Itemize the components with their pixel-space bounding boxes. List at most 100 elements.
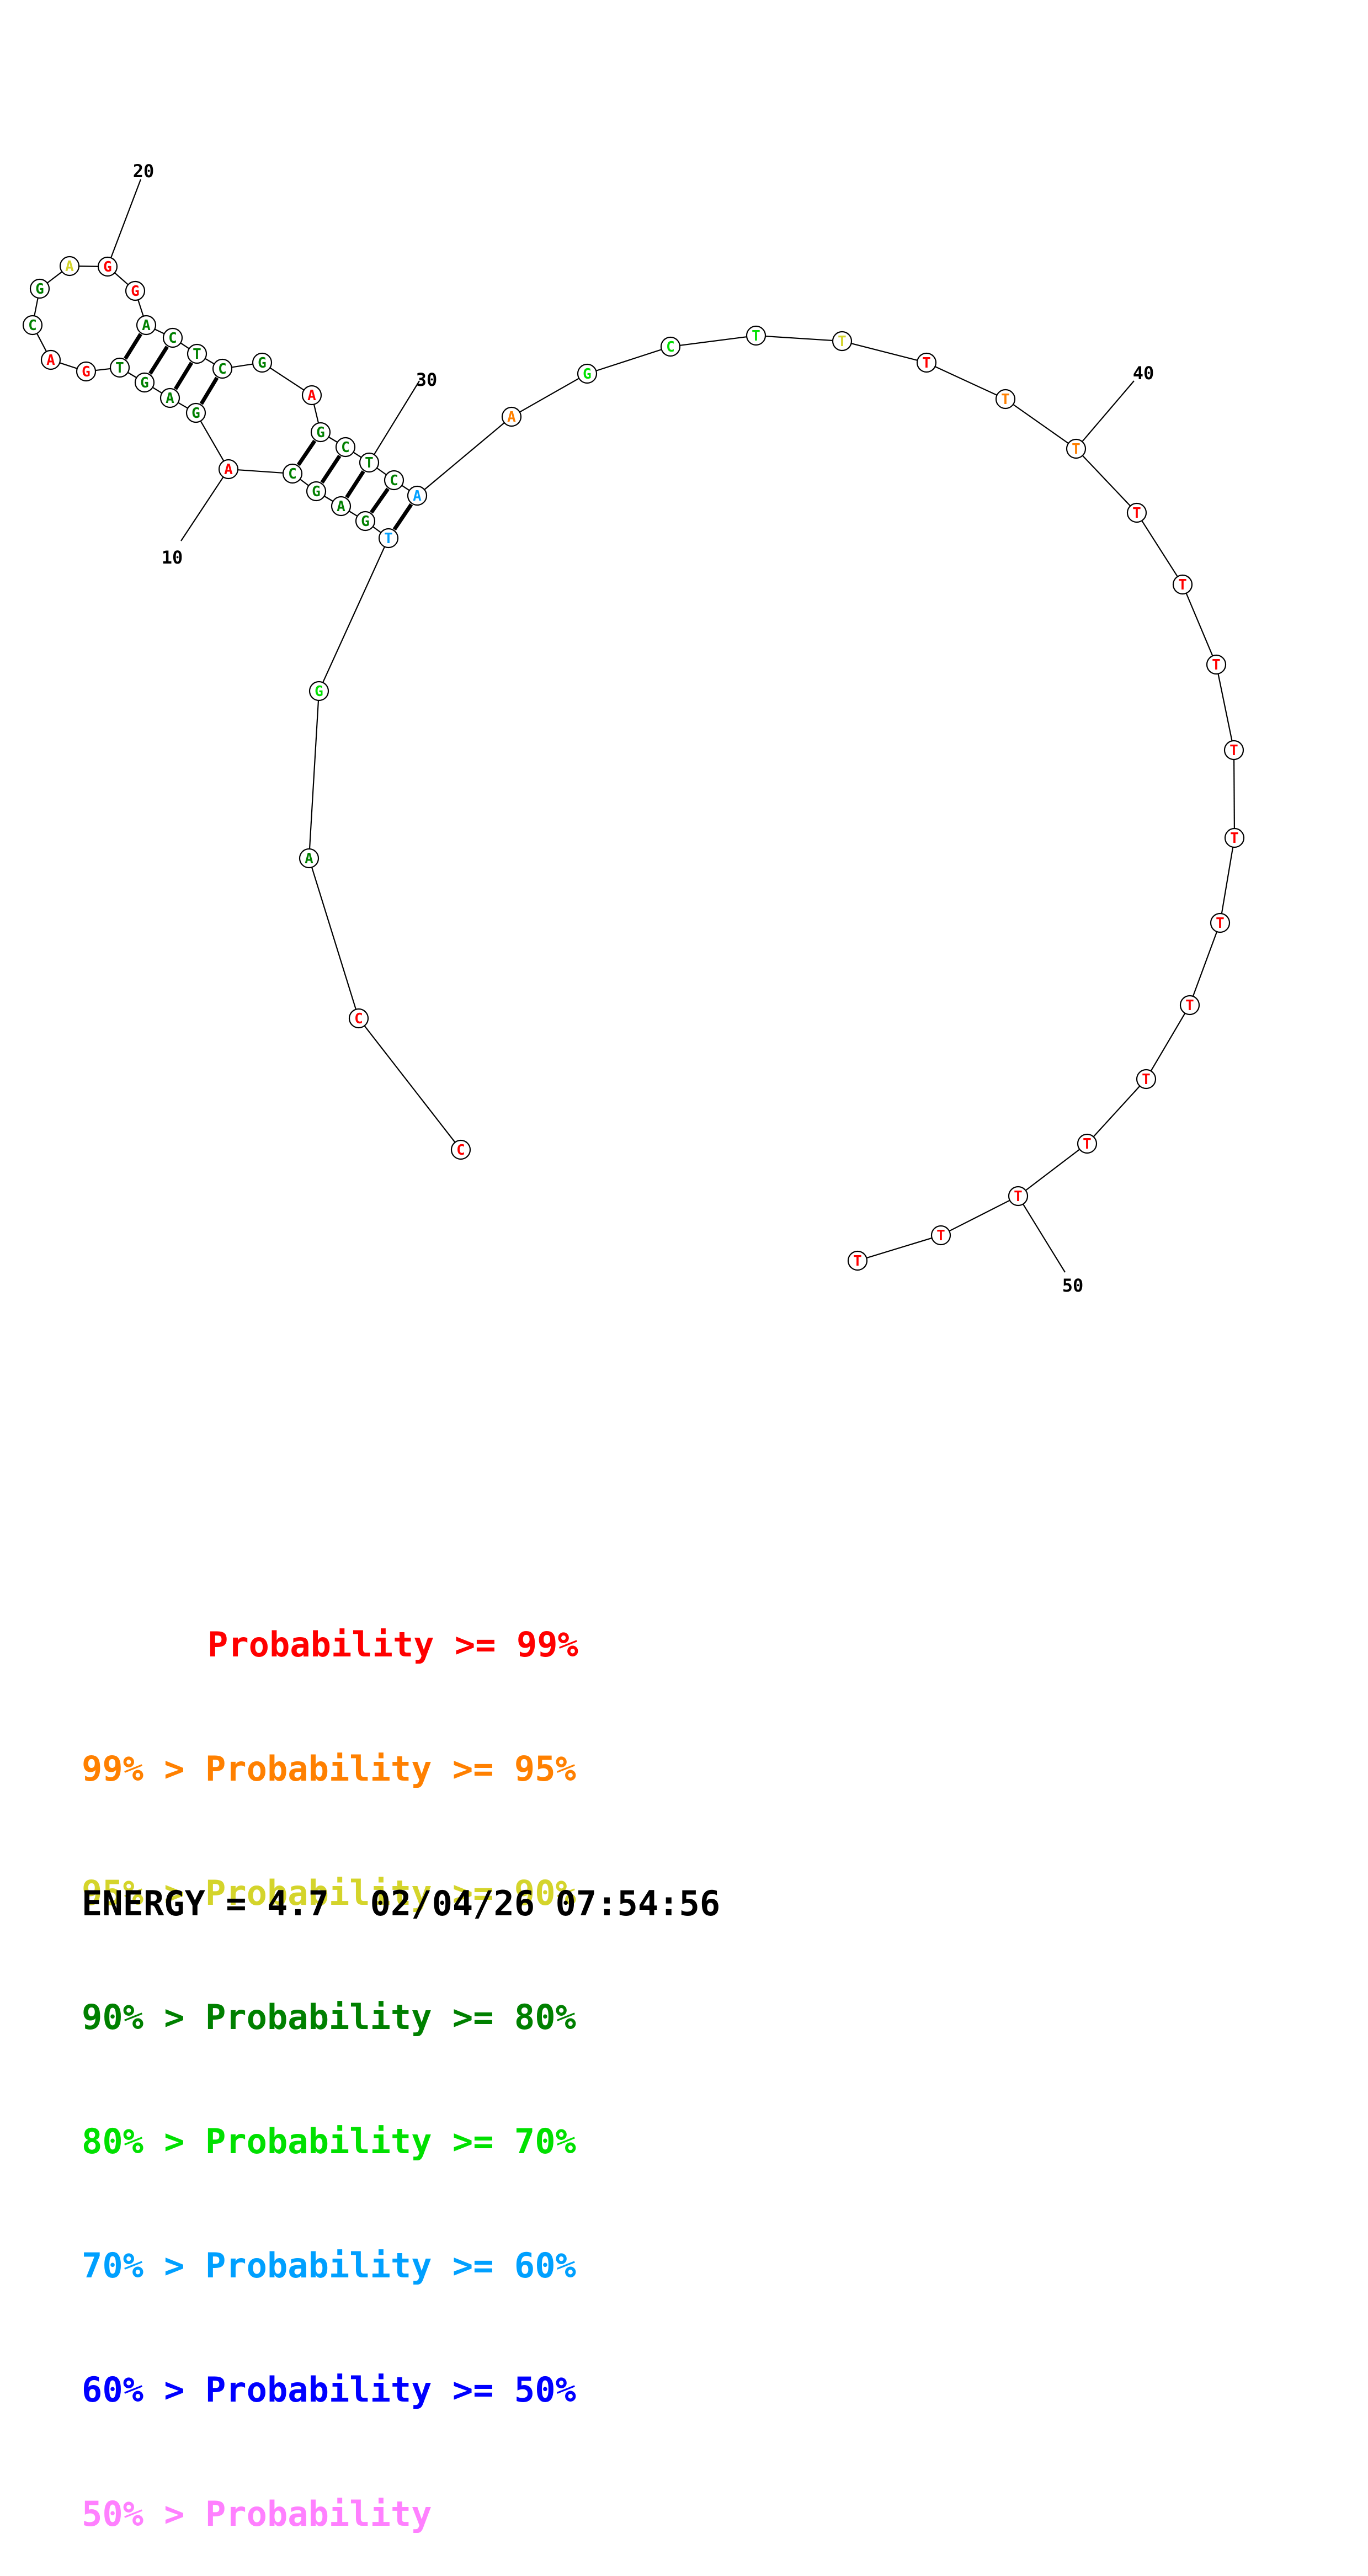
nucleotide: T [1066, 438, 1087, 459]
legend-prefix: 70% > [82, 2245, 205, 2286]
nucleotide-circle [359, 452, 380, 473]
nucleotide: C [335, 437, 356, 458]
nucleotide-circle [746, 325, 766, 346]
nucleotide: T [832, 331, 853, 352]
nucleotide-base: T [1230, 830, 1239, 847]
nucleotide: T [359, 452, 380, 473]
nucleotide-base: C [354, 1011, 363, 1027]
timestamp: 02/04/26 07:54:56 [370, 1883, 721, 1924]
nucleotide: C [22, 315, 43, 336]
nucleotide-circle [59, 256, 80, 277]
nucleotide: C [162, 327, 183, 348]
nucleotide-circle [40, 349, 61, 370]
nucleotide-base: G [312, 484, 321, 500]
nucleotide: A [159, 387, 180, 408]
backbone-segment [595, 349, 662, 371]
backbone-segment [934, 366, 998, 396]
nucleotide-circle [1206, 654, 1227, 675]
nucleotide-base: C [390, 472, 398, 489]
nucleotide-base: T [1132, 505, 1141, 522]
position-tick [110, 179, 142, 258]
nucleotide-circle [134, 372, 155, 393]
backbone-segment [679, 336, 747, 346]
nucleotide-base: T [384, 530, 393, 547]
nucleotide-base: T [1142, 1071, 1151, 1088]
nucleotide-base: T [1216, 915, 1225, 932]
backbone-segment [78, 265, 99, 267]
backbone-segment [180, 342, 190, 349]
base-pair-line [173, 362, 194, 390]
nucleotide-circle [252, 352, 273, 373]
nucleotide: A [136, 315, 157, 336]
backbone-segment [1150, 1013, 1186, 1071]
backbone-segment [152, 386, 163, 394]
nucleotide: T [847, 1250, 868, 1271]
nucleotide-circle [348, 1008, 369, 1029]
nucleotide-circle [185, 402, 206, 423]
backbone-segment [114, 272, 129, 285]
nucleotide: C [384, 470, 404, 491]
legend-prefix: 60% > [82, 2370, 205, 2410]
legend-prefix: 90% > [82, 1997, 205, 2037]
nucleotide-base: T [838, 333, 847, 350]
backbone-segment [137, 299, 144, 317]
base-pair-line [392, 503, 413, 531]
nucleotide-base: T [1014, 1188, 1023, 1205]
position-tick [1082, 380, 1135, 442]
backbone-segment [424, 422, 505, 490]
nucleotide: G [355, 511, 376, 532]
nucleotide-circle [136, 315, 157, 336]
backbone-segment [299, 479, 310, 486]
nucleotide-base: T [853, 1253, 862, 1270]
nucleotide-circle [1224, 827, 1245, 848]
legend-text: Probability >= 80% [205, 1997, 576, 2037]
nucleotide-circle [407, 485, 428, 506]
nucleotide-base: C [341, 439, 350, 456]
nucleotide: T [109, 357, 130, 378]
backbone [34, 265, 1235, 1259]
legend-text: Probability >= 50% [205, 2370, 576, 2410]
nucleotide-base: T [1212, 657, 1221, 673]
backbone-segment [1221, 847, 1234, 914]
nucleotide-circle [335, 437, 356, 458]
nucleotide-base: G [103, 259, 112, 275]
backbone-segment [59, 362, 78, 369]
legend-text: Probability >= 99% [207, 1624, 578, 1665]
position-tick [1022, 1203, 1066, 1273]
probability-legend: Probability >= 99% 99% > Probability >= … [82, 1541, 578, 2576]
nucleotide-circle [995, 389, 1016, 410]
legend-row-3: 90% > Probability >= 80% [82, 1996, 578, 2038]
legend-row-4: 80% > Probability >= 70% [82, 2121, 578, 2162]
nucleotide-base: G [258, 355, 267, 371]
position-label: 30 [416, 369, 438, 390]
nucleotide-circle [282, 463, 303, 484]
backbone-segment [308, 700, 320, 849]
nucleotide-base: T [1185, 997, 1194, 1014]
legend-row-1: 99% > Probability >= 95% [82, 1748, 578, 1789]
base-pair-line [124, 333, 142, 360]
nucleotide-base: A [337, 498, 345, 515]
nucleotide: T [916, 352, 937, 373]
nucleotide-circle [125, 280, 146, 301]
nucleotide-circle [1008, 1186, 1029, 1207]
nucleotide: T [930, 1225, 951, 1246]
nucleotide-circle [384, 470, 404, 491]
nucleotide-base: G [131, 283, 140, 300]
position-label: 50 [1062, 1275, 1084, 1296]
nucleotide: G [97, 256, 118, 277]
legend-text: Probability >= 90% [205, 1873, 576, 1913]
nucleotide: T [187, 343, 207, 364]
legend-prefix: 95% > [82, 1873, 205, 1913]
legend-row-7: 50% > Probability [82, 2493, 578, 2535]
backbone-segment [154, 328, 165, 334]
nucleotide: G [185, 402, 206, 423]
nucleotide-base: T [365, 455, 374, 471]
nucleotide: A [301, 385, 322, 406]
backbone-segment [36, 333, 47, 352]
nucleotide-circle [162, 327, 183, 348]
nucleotide: T [1077, 1133, 1098, 1154]
backbone-segment [313, 404, 320, 423]
nucleotide-base: G [316, 424, 325, 441]
legend-text: Probability >= 95% [205, 1749, 576, 1789]
